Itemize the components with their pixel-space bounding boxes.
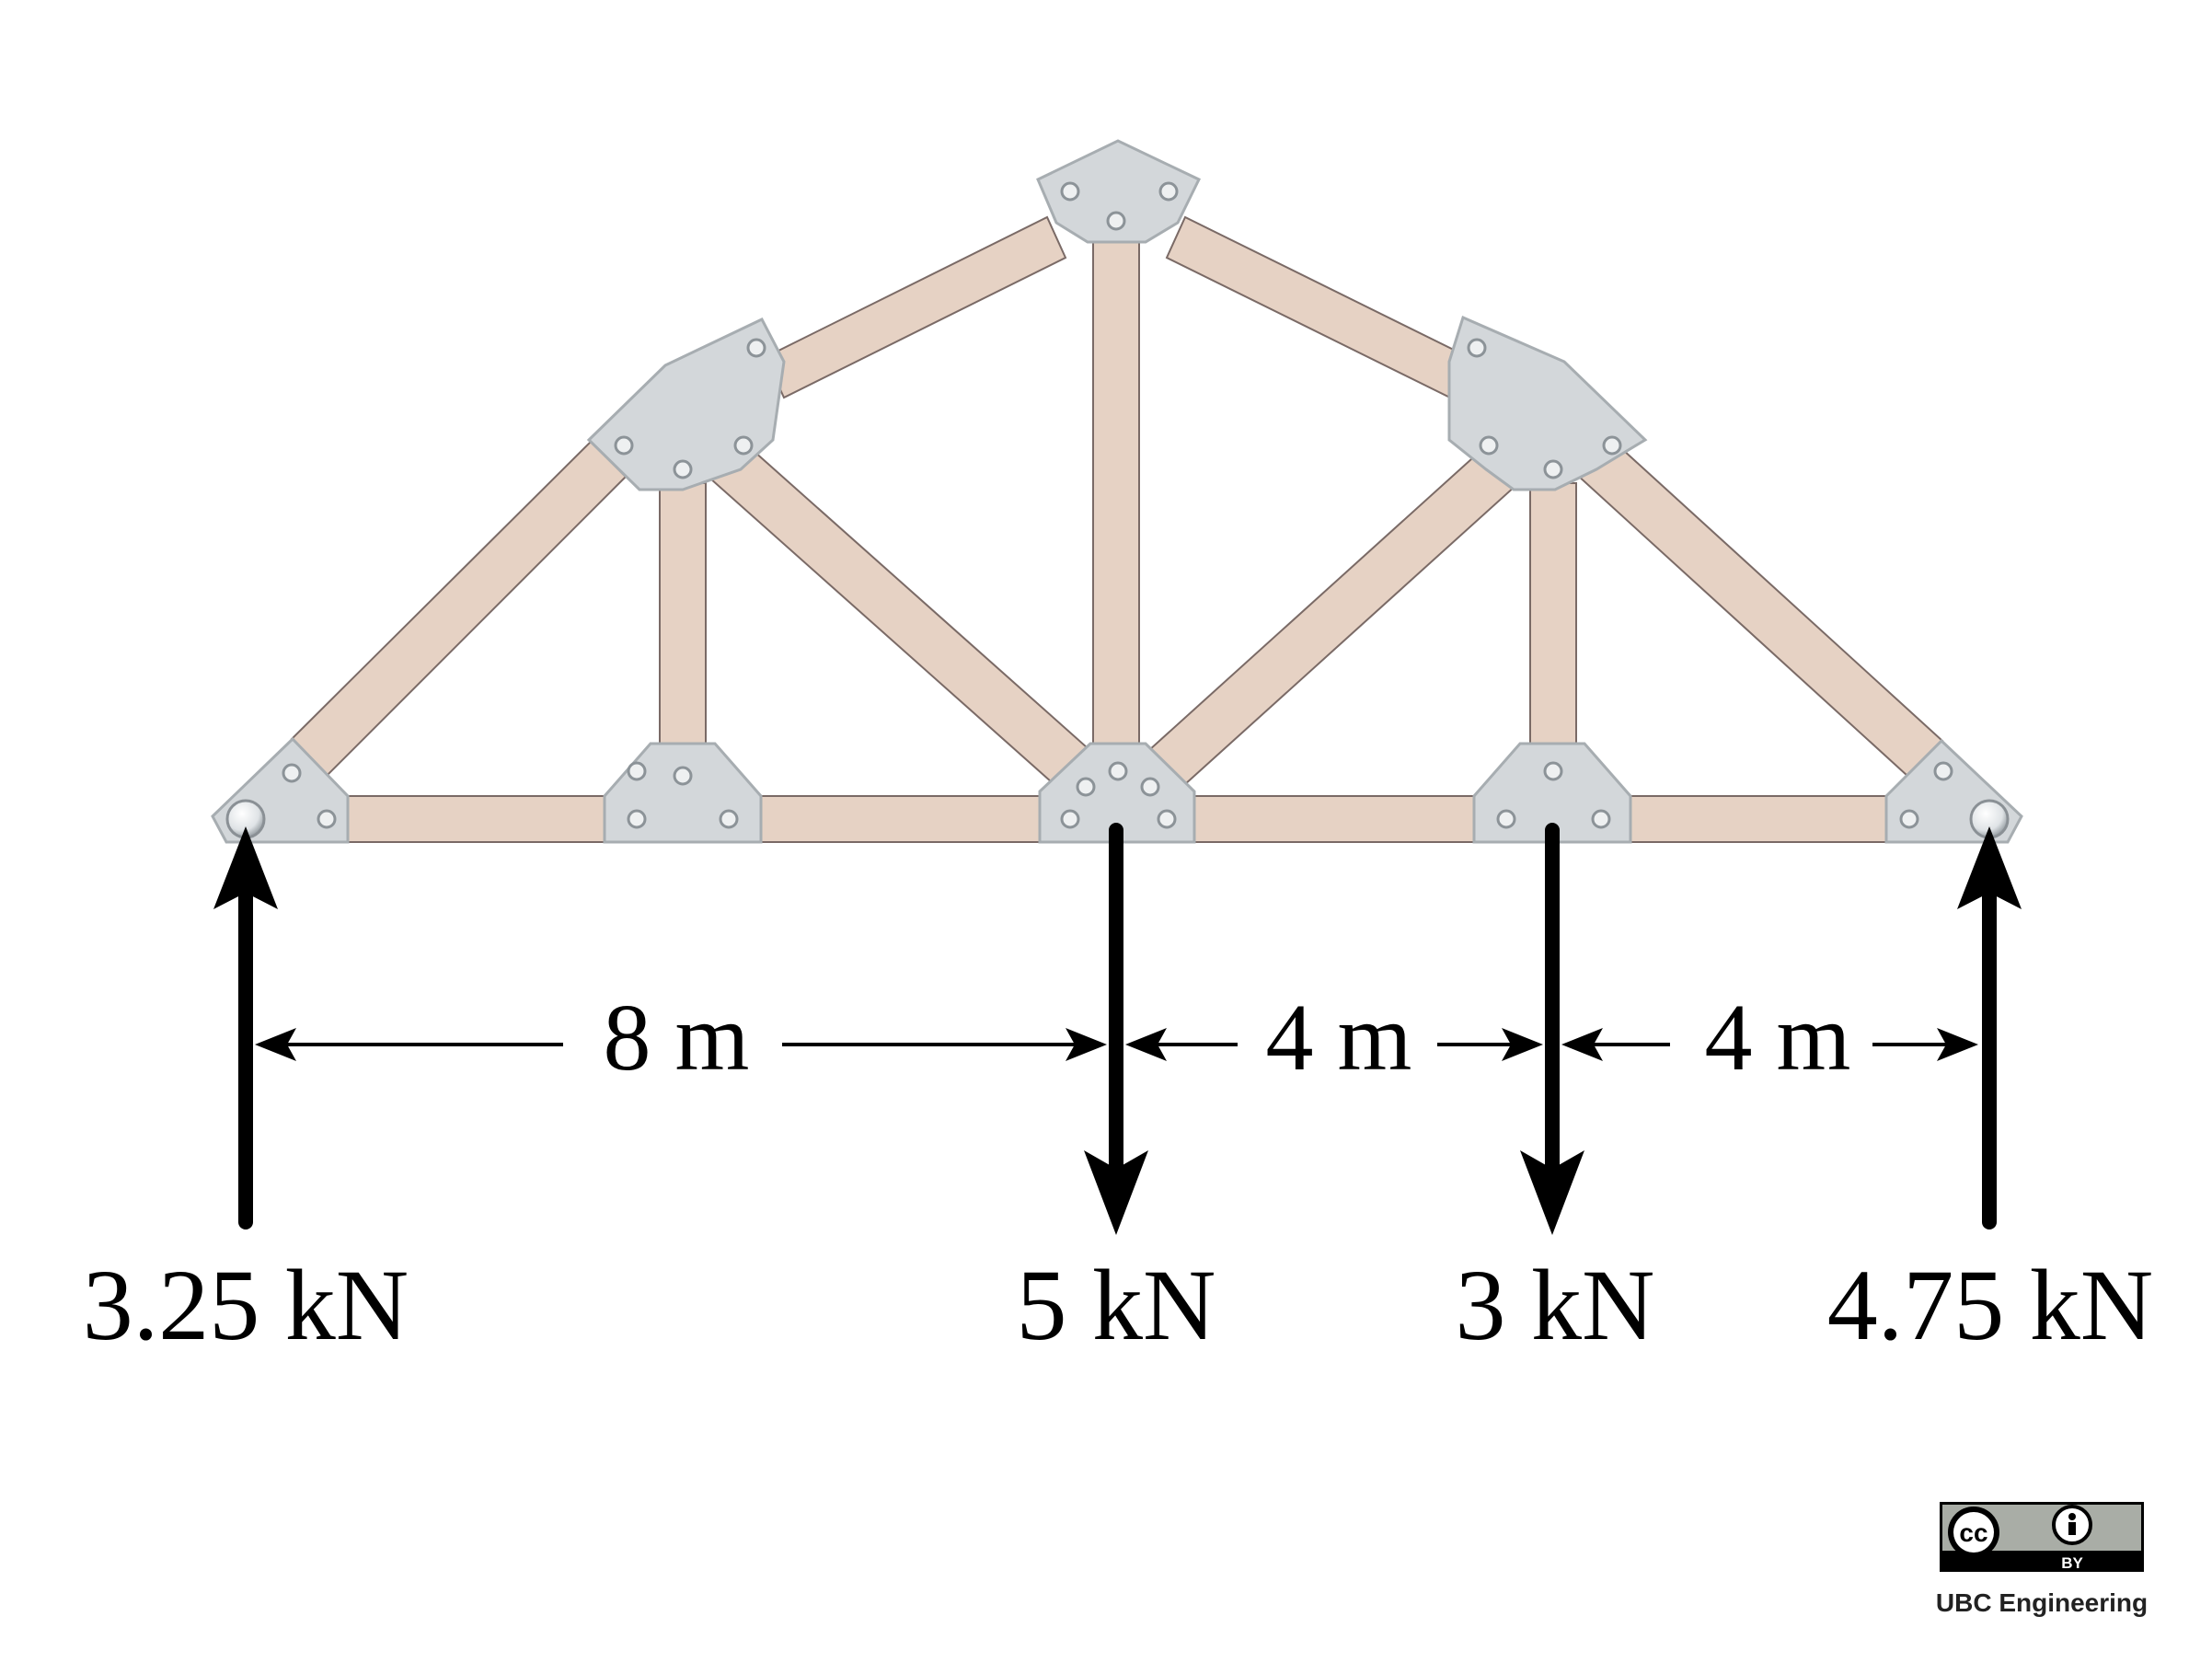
gusset-plate-apex	[1036, 139, 1202, 244]
arrow-load-center-head	[1084, 1150, 1148, 1235]
bolt	[673, 766, 693, 786]
bottom-chord-1	[344, 795, 613, 843]
dim-span-1-label: 8 m	[604, 985, 750, 1091]
bottom-chord-3	[1191, 795, 1478, 843]
bottom-chord-4	[1628, 795, 1892, 843]
bolt	[1543, 761, 1563, 781]
bolt	[1479, 435, 1499, 456]
dim-span-2-label: 4 m	[1266, 985, 1412, 1091]
force-label-right-reaction: 4.75 kN	[1827, 1249, 2153, 1361]
bolt	[1591, 809, 1611, 829]
license-by-label: BY	[2061, 1554, 2083, 1572]
top-chord-left-lower	[290, 440, 628, 778]
bolts	[282, 181, 1953, 829]
vertical-member-right	[1529, 482, 1577, 746]
cc-icon-label: cc	[1959, 1518, 1987, 1547]
bolt	[1140, 777, 1160, 797]
bolt	[719, 809, 739, 829]
bolt	[673, 459, 693, 479]
bolt	[746, 338, 766, 358]
bolt	[1543, 459, 1563, 479]
bolt	[1157, 809, 1177, 829]
cc-icon-inner	[1953, 1512, 1994, 1553]
diagonal-member-left	[709, 442, 1089, 784]
dim-span-3-label: 4 m	[1705, 985, 1851, 1091]
bolt	[1496, 809, 1516, 829]
bolt	[733, 435, 754, 456]
top-chord-right-upper	[1165, 215, 1474, 401]
vertical-member-center	[1092, 240, 1140, 746]
bolt	[282, 763, 302, 783]
dim-span-3-arrowhead-left	[1561, 1028, 1603, 1061]
dim-span-1-arrowhead-left	[255, 1028, 296, 1061]
force-label-load-center: 5 kN	[1017, 1249, 1216, 1361]
truss-members	[290, 215, 1944, 843]
bolt	[1060, 809, 1080, 829]
license-badge: cc BY UBC Engineering	[1936, 1502, 2148, 1617]
bolt	[1899, 809, 1919, 829]
bolt	[1933, 761, 1953, 781]
attribution-icon-body	[2068, 1522, 2076, 1535]
license-credit: UBC Engineering	[1936, 1588, 2148, 1617]
arrow-load-right-head	[1520, 1150, 1584, 1235]
bolt	[317, 809, 337, 829]
dim-span-2-arrowhead-right	[1502, 1028, 1543, 1061]
force-label-load-right: 3 kN	[1456, 1249, 1655, 1361]
arrow-right-reaction-head	[1957, 826, 2022, 909]
bolt	[1602, 435, 1622, 456]
vertical-member-left	[659, 482, 707, 746]
bolt	[1060, 181, 1080, 202]
arrow-left-reaction-head	[213, 826, 278, 909]
dimension-lines: 8 m 4 m 4 m	[255, 985, 1978, 1091]
dim-span-3-arrowhead-right	[1937, 1028, 1978, 1061]
force-arrows	[213, 823, 2022, 1235]
bolt	[1076, 777, 1096, 797]
force-labels: 3.25 kN 5 kN 3 kN 4.75 kN	[83, 1249, 2153, 1361]
top-chord-right-lower	[1575, 438, 1944, 778]
bolt	[627, 809, 647, 829]
dim-span-2-arrowhead-left	[1125, 1028, 1167, 1061]
force-label-left-reaction: 3.25 kN	[83, 1249, 409, 1361]
bolt	[1106, 211, 1126, 231]
dim-span-1-arrowhead-right	[1066, 1028, 1107, 1061]
bolt	[627, 761, 647, 781]
top-chord-left-upper	[764, 215, 1067, 399]
bottom-chord-2	[758, 795, 1041, 843]
bolt	[1467, 338, 1487, 358]
attribution-icon-head	[2068, 1513, 2076, 1520]
gusset-plate-bottom-joint-1	[603, 742, 763, 844]
bolt	[614, 435, 634, 456]
bolt	[1108, 761, 1128, 781]
bolt	[1158, 181, 1179, 202]
diagonal-member-right	[1147, 440, 1527, 787]
